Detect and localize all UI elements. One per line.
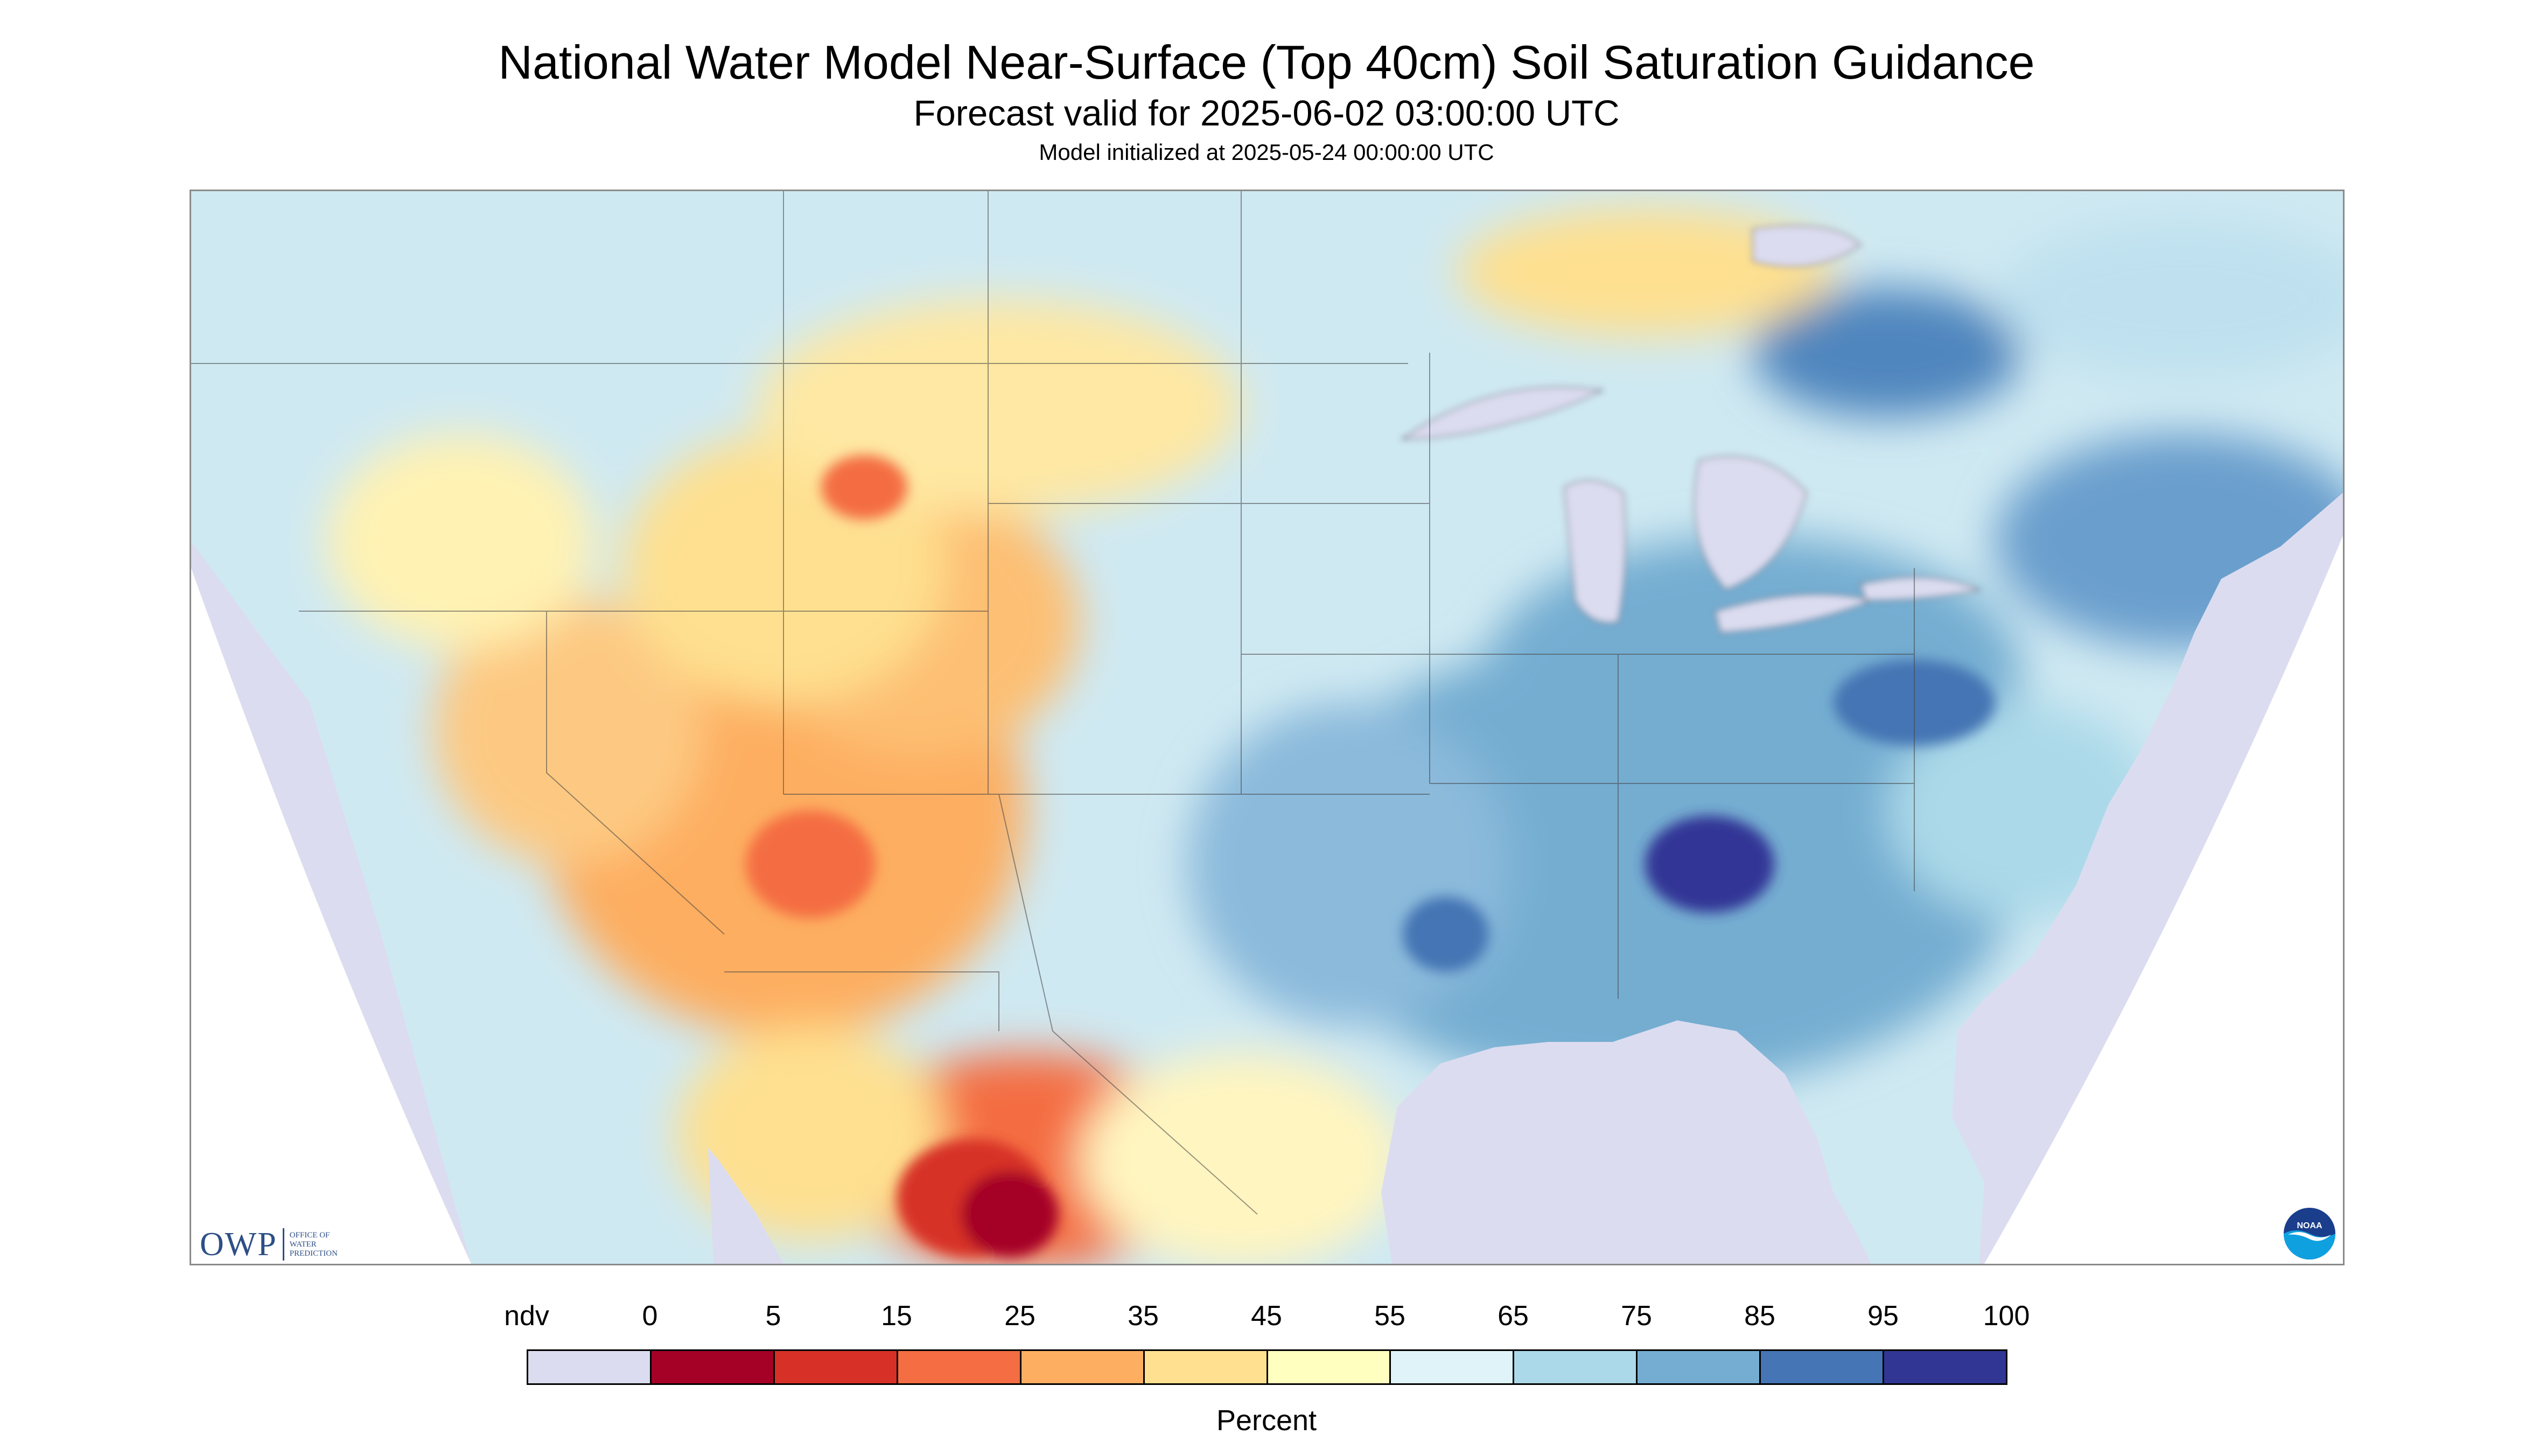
legend-unit-label: Percent bbox=[1216, 1404, 1317, 1437]
legend-swatch bbox=[1021, 1351, 1145, 1383]
map-title: National Water Model Near-Surface (Top 4… bbox=[498, 36, 2035, 89]
legend-swatch bbox=[1761, 1351, 1885, 1383]
legend-swatch bbox=[898, 1351, 1021, 1383]
owp-logo-text: OWP bbox=[200, 1226, 277, 1263]
legend-label: 5 bbox=[765, 1300, 781, 1332]
projection-edge-east bbox=[1984, 536, 2343, 1264]
legend-swatch bbox=[651, 1351, 775, 1383]
map-canvas bbox=[191, 191, 2343, 1264]
legend-label: 85 bbox=[1744, 1300, 1775, 1332]
legend-swatch bbox=[1514, 1351, 1638, 1383]
legend-label: 65 bbox=[1498, 1300, 1529, 1332]
soil-saturation-map: OWP OFFICE OF WATER PREDICTION NOAA bbox=[190, 190, 2345, 1265]
legend-label: 95 bbox=[1867, 1300, 1899, 1332]
legend-label: 25 bbox=[1004, 1300, 1035, 1332]
legend-swatch bbox=[1638, 1351, 1761, 1383]
owp-logo: OWP OFFICE OF WATER PREDICTION bbox=[200, 1225, 338, 1264]
color-legend-bar bbox=[527, 1349, 2007, 1385]
legend-label: ndv bbox=[504, 1300, 549, 1332]
projection-edge-west bbox=[191, 568, 471, 1264]
legend-swatch bbox=[1391, 1351, 1515, 1383]
legend-label: 35 bbox=[1128, 1300, 1159, 1332]
legend-swatch bbox=[1268, 1351, 1391, 1383]
legend-swatch bbox=[528, 1351, 652, 1383]
legend-swatch bbox=[1144, 1351, 1268, 1383]
legend-label: 75 bbox=[1621, 1300, 1652, 1332]
forecast-valid-time: Forecast valid for 2025-06-02 03:00:00 U… bbox=[913, 93, 1620, 134]
legend-label: 0 bbox=[642, 1300, 658, 1332]
noaa-logo-text: NOAA bbox=[2297, 1221, 2322, 1230]
legend-swatch bbox=[1884, 1351, 2006, 1383]
political-boundaries bbox=[191, 191, 1915, 1215]
great-lakes bbox=[1401, 225, 1981, 634]
owp-logo-divider bbox=[282, 1228, 284, 1261]
legend-labels: ndv 0 5 15 25 35 45 55 65 75 85 95 100 bbox=[0, 1300, 2533, 1338]
model-init-time: Model initialized at 2025-05-24 00:00:00… bbox=[1039, 139, 1494, 165]
legend-label: 15 bbox=[881, 1300, 912, 1332]
legend-label: 100 bbox=[1983, 1300, 2030, 1332]
owp-logo-subtitle: OFFICE OF WATER PREDICTION bbox=[289, 1230, 338, 1258]
legend-label: 45 bbox=[1251, 1300, 1282, 1332]
noaa-logo: NOAA bbox=[2284, 1208, 2335, 1259]
legend-swatch bbox=[774, 1351, 898, 1383]
legend-label: 55 bbox=[1374, 1300, 1405, 1332]
